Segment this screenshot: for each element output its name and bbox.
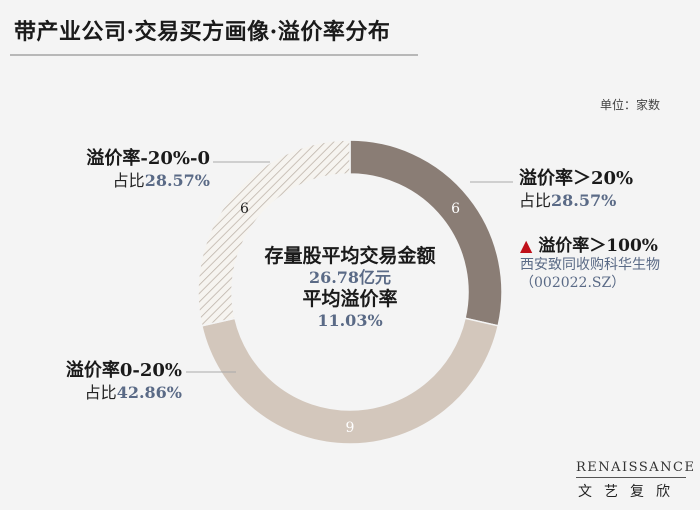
center-avg-premium-label: 平均溢价率 [302,287,398,310]
annotation-code: （002022.SZ） [520,274,626,291]
center-avg-amount-label: 存量股平均交易金额 [264,245,436,267]
logo-en: RENAISSANCE [576,460,694,478]
label-gt20-share: 占比28.57% [519,190,617,210]
label-neg20-0: 溢价率-20%-0 占比28.57% [40,148,210,191]
slice-gt20-value: 6 [451,201,460,217]
annotation-title: 溢价率＞100% [538,236,658,256]
brand-logo: RENAISSANCE 文艺复欣 [576,460,694,501]
slice-0-20-value: 9 [346,420,355,436]
annotation-gt100: ▲ 溢价率＞100% 西安致同收购科华生物 （002022.SZ） [520,236,660,292]
title-divider [10,54,418,56]
label-0-20-title: 溢价率0-20% [65,360,182,381]
donut-center-text: 存量股平均交易金额 26.78亿元 平均溢价率 11.03% [225,245,475,330]
triangle-marker-icon: ▲ [520,236,533,255]
slice-neg20-0-value: 6 [240,201,249,217]
center-avg-premium-value: 11.03% [317,310,383,330]
unit-label: 单位：家数 [599,98,660,112]
label-neg20-0-title: 溢价率-20%-0 [86,148,210,169]
annotation-company: 西安致同收购科华生物 [520,257,660,274]
label-gt20: 溢价率＞20% 占比28.57% [519,168,633,211]
label-0-20-share: 占比42.86% [84,382,182,402]
label-0-20: 溢价率0-20% 占比42.86% [10,360,182,403]
center-avg-amount-value: 26.78亿元 [308,268,392,288]
slice-neg20-0 [197,139,351,327]
label-neg20-0-share: 占比28.57% [112,170,210,190]
logo-cn: 文艺复欣 [578,484,682,500]
label-gt20-title: 溢价率＞20% [519,168,634,189]
chart-title: 带产业公司·交易买方画像·溢价率分布 [14,19,391,45]
